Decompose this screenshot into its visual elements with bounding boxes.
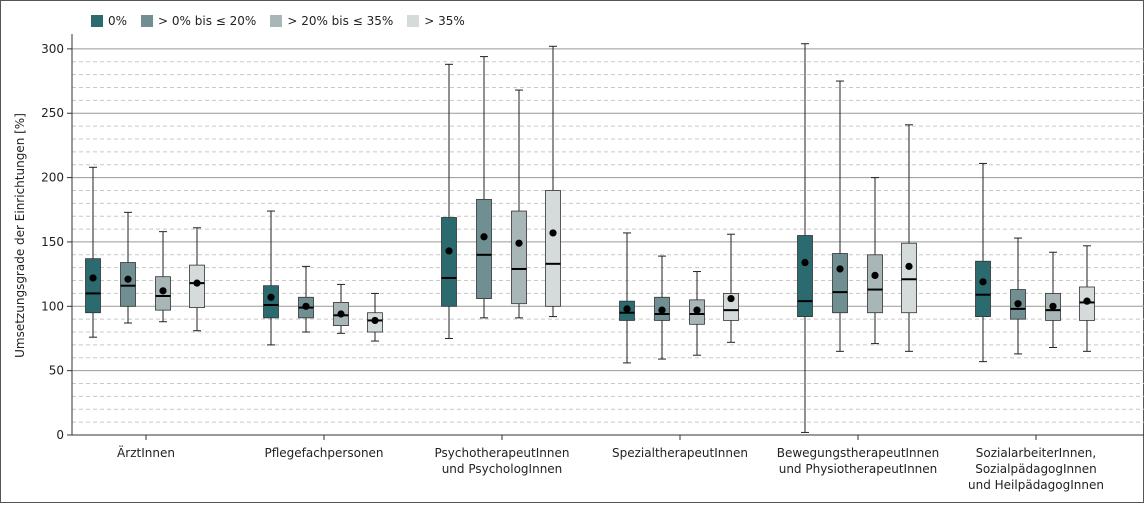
- mean-marker: [515, 239, 523, 247]
- box-iqr: [797, 235, 813, 317]
- box-iqr: [511, 210, 527, 305]
- box-0-0: [85, 166, 101, 338]
- box-0-2: [155, 231, 171, 323]
- mean-marker: [159, 287, 167, 295]
- mean-marker: [549, 229, 557, 237]
- y-tick-label: 250: [41, 106, 64, 120]
- mean-marker: [302, 302, 310, 310]
- box-5-2: [1045, 251, 1061, 348]
- y-tick-label: 300: [41, 42, 64, 56]
- box-3-0: [619, 232, 635, 364]
- x-tick-label: Pflegefachpersonen: [264, 446, 383, 460]
- box-5-3: [1079, 245, 1095, 352]
- x-tick-label: PsychotherapeutInnen: [435, 446, 570, 460]
- mean-marker: [801, 258, 809, 267]
- mean-marker: [89, 274, 97, 282]
- box-4-2: [867, 177, 883, 345]
- legend-label-0: 0%: [108, 14, 128, 28]
- box-2-3: [545, 45, 561, 318]
- mean-marker: [623, 305, 631, 313]
- box-iqr: [441, 217, 457, 307]
- box-iqr: [901, 242, 917, 314]
- x-tick-label: und PhysiotherapeutInnen: [779, 462, 938, 476]
- x-tick-label: und HeilpädagogInnen: [968, 478, 1104, 492]
- box-iqr: [723, 293, 739, 321]
- mean-marker: [193, 279, 201, 287]
- box-0-3: [189, 227, 205, 332]
- box-iqr: [120, 262, 136, 307]
- y-tick-label: 50: [49, 364, 64, 378]
- box-iqr: [832, 253, 848, 314]
- x-tick-label: ÄrztInnen: [117, 445, 175, 460]
- box-4-3: [901, 124, 917, 352]
- legend-swatch-2: [270, 15, 283, 27]
- mean-marker: [871, 271, 879, 279]
- mean-marker: [480, 233, 488, 241]
- mean-marker: [371, 316, 379, 325]
- box-iqr: [867, 254, 883, 314]
- legend-label-3: > 35%: [424, 14, 465, 28]
- x-tick-label: SozialarbeiterInnen,: [976, 446, 1096, 460]
- box-3-3: [723, 233, 739, 343]
- box-3-2: [689, 271, 705, 356]
- box-4-0: [797, 43, 813, 433]
- box-5-0: [975, 162, 991, 363]
- mean-marker: [337, 310, 345, 318]
- mean-marker: [1049, 302, 1057, 310]
- legend: 0% > 0% bis ≤ 20% > 20% bis ≤ 35% > 35%: [91, 14, 465, 28]
- mean-marker: [979, 278, 987, 286]
- box-iqr: [476, 199, 492, 299]
- x-tick-label: SozialpädagogInnen: [975, 462, 1097, 476]
- y-axis-label: Umsetzungsgrade der Einrichtungen [%]: [13, 113, 27, 358]
- y-tick-label: 200: [41, 171, 64, 185]
- box-0-1: [120, 211, 136, 324]
- y-tick-label: 0: [56, 428, 64, 442]
- mean-marker: [693, 306, 701, 314]
- legend-item-2: > 20% bis ≤ 35%: [270, 14, 393, 28]
- mean-marker: [1083, 297, 1091, 305]
- y-tick-label: 100: [41, 299, 64, 313]
- mean-marker: [124, 275, 132, 283]
- legend-swatch-0: [91, 15, 103, 27]
- y-tick-label: 150: [41, 235, 64, 249]
- box-1-3: [367, 292, 383, 342]
- box-1-0: [263, 210, 279, 346]
- box-iqr: [85, 258, 101, 314]
- legend-swatch-3: [407, 15, 420, 27]
- box-5-1: [1010, 237, 1026, 355]
- mean-marker: [905, 262, 913, 270]
- box-iqr: [545, 190, 561, 307]
- mean-marker: [658, 306, 666, 314]
- legend-item-0: 0%: [91, 14, 127, 28]
- box-iqr: [263, 285, 279, 319]
- box-1-1: [298, 265, 314, 333]
- box-2-2: [511, 89, 527, 319]
- mean-marker: [445, 247, 453, 255]
- box-2-0: [441, 63, 457, 339]
- mean-marker: [836, 265, 844, 273]
- legend-item-3: > 35%: [407, 14, 465, 28]
- box-iqr: [975, 260, 991, 317]
- box-4-1: [832, 80, 848, 352]
- legend-item-1: > 0% bis ≤ 20%: [141, 14, 256, 28]
- x-tick-label: BewegungstherapeutInnen: [777, 446, 940, 460]
- mean-marker: [267, 293, 275, 301]
- legend-label-2: > 20% bis ≤ 35%: [287, 14, 394, 28]
- box-2-1: [476, 56, 492, 319]
- mean-marker: [1014, 300, 1022, 308]
- mean-marker: [727, 294, 735, 303]
- x-tick-label: SpezialtherapeutInnen: [612, 446, 748, 460]
- legend-label-1: > 0% bis ≤ 20%: [158, 14, 257, 28]
- box-1-2: [333, 283, 349, 334]
- legend-swatch-1: [141, 15, 154, 27]
- box-3-1: [654, 255, 670, 360]
- x-tick-label: und PsychologInnen: [442, 462, 563, 476]
